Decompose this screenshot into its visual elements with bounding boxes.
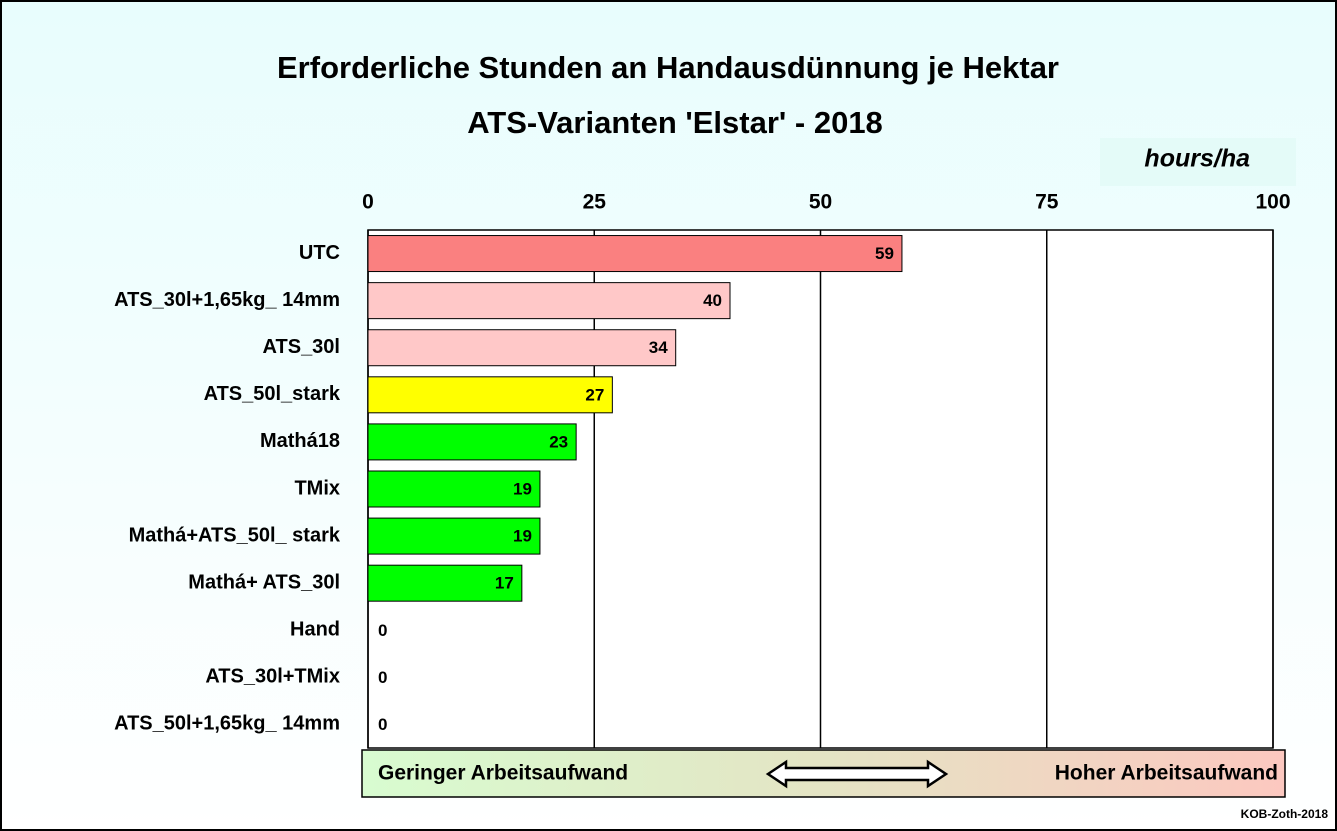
double-arrow	[765, 759, 949, 789]
x-tick-label: 75	[1035, 191, 1059, 214]
chart-subtitle: ATS-Varianten 'Elstar' - 2018	[467, 105, 883, 140]
y-tick-label: UTC	[299, 242, 340, 264]
chart-title: Erforderliche Stunden an Handausdünnung …	[277, 50, 1059, 85]
y-tick-label: Mathá+ATS_50l_ stark	[129, 524, 341, 546]
y-tick-label: ATS_30l	[263, 336, 340, 358]
data-label: 0	[378, 715, 387, 734]
y-tick-label: Hand	[290, 619, 340, 641]
y-tick-label: ATS_50l_stark	[204, 383, 341, 405]
data-label: 27	[585, 385, 604, 404]
bar	[367, 235, 903, 273]
x-tick-label: 0	[362, 191, 374, 214]
bar	[367, 517, 541, 555]
data-label: 19	[513, 527, 532, 546]
bar	[367, 423, 577, 461]
source: KOB-Zoth-2018	[1241, 807, 1329, 821]
data-label: 23	[549, 432, 568, 451]
data-label: 40	[703, 291, 722, 310]
y-tick-label: Mathá18	[260, 430, 340, 452]
data-label: 34	[649, 338, 668, 357]
bar	[367, 329, 677, 367]
data-label: 0	[378, 668, 387, 687]
x-tick-label: 100	[1255, 191, 1290, 214]
bar	[367, 282, 731, 320]
x-tick-label: 50	[809, 191, 832, 214]
unit-box	[1100, 138, 1296, 186]
data-label: 59	[875, 244, 894, 263]
y-tick-label: ATS_30l+1,65kg_ 14mm	[114, 289, 340, 311]
y-tick-label: ATS_50l+1,65kg_ 14mm	[114, 713, 340, 735]
y-tick-label: Mathá+ ATS_30l	[188, 571, 340, 593]
x-tick-label: 25	[583, 191, 607, 214]
annotation-left: Geringer Arbeitsaufwand	[378, 762, 628, 785]
bar	[367, 376, 613, 414]
annotation-right: Hoher Arbeitsaufwand	[1055, 762, 1278, 785]
data-label: 19	[513, 479, 532, 498]
y-tick-label: ATS_30l+TMix	[205, 666, 340, 688]
data-label: 17	[495, 574, 514, 593]
y-tick-label: TMix	[294, 477, 340, 499]
bar	[367, 470, 541, 508]
bar	[367, 564, 523, 602]
unit-label: hours/ha	[1144, 145, 1250, 173]
data-label: 0	[378, 621, 387, 640]
